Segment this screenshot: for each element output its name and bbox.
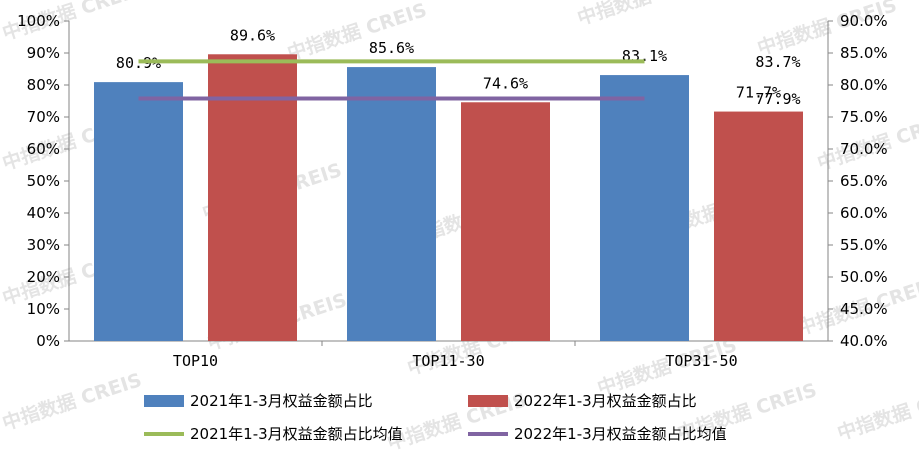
y-left-tick-label: 100% bbox=[17, 12, 60, 30]
y-left-tick-label: 30% bbox=[27, 236, 60, 254]
y-right-tick-label: 60.0% bbox=[840, 204, 888, 222]
legend-label: 2022年1-3月权益金额占比 bbox=[514, 392, 697, 410]
y-right-tick-label: 75.0% bbox=[840, 108, 888, 126]
legend-label: 2021年1-3月权益金额占比均值 bbox=[190, 425, 403, 443]
x-category-label: TOP11-30 bbox=[412, 352, 484, 370]
y-right-tick-label: 40.0% bbox=[840, 332, 888, 350]
bar-2022 bbox=[208, 54, 297, 341]
average-line-label: 77.9% bbox=[755, 90, 800, 108]
legend-label: 2021年1-3月权益金额占比 bbox=[190, 392, 373, 410]
x-category-label: TOP31-50 bbox=[665, 352, 737, 370]
y-right-tick-label: 55.0% bbox=[840, 236, 888, 254]
bar-data-label: 85.6% bbox=[369, 39, 414, 57]
bar-2021 bbox=[94, 82, 183, 342]
y-right-tick-label: 90.0% bbox=[840, 12, 888, 30]
y-left-tick-label: 10% bbox=[27, 300, 60, 318]
average-line-label: 83.7% bbox=[755, 53, 800, 71]
legend-swatch bbox=[144, 395, 184, 407]
y-right-tick-label: 80.0% bbox=[840, 76, 888, 94]
y-right-tick-label: 70.0% bbox=[840, 140, 888, 158]
watermark: 中指数据 CREIS bbox=[574, 0, 719, 30]
bar-data-label: 71.7% bbox=[736, 84, 781, 102]
y-left-tick-label: 80% bbox=[27, 76, 60, 94]
y-right-tick-label: 65.0% bbox=[840, 172, 888, 190]
y-left-tick-label: 50% bbox=[27, 172, 60, 190]
y-left-tick-label: 40% bbox=[27, 204, 60, 222]
legend-label: 2022年1-3月权益金额占比均值 bbox=[514, 425, 727, 443]
y-right-tick-label: 85.0% bbox=[840, 44, 888, 62]
y-right-tick-label: 50.0% bbox=[840, 268, 888, 286]
x-category-label: TOP10 bbox=[173, 352, 218, 370]
y-left-tick-label: 90% bbox=[27, 44, 60, 62]
y-right-tick-label: 45.0% bbox=[840, 300, 888, 318]
y-left-tick-label: 20% bbox=[27, 268, 60, 286]
y-left-tick-label: 70% bbox=[27, 108, 60, 126]
bar-2022 bbox=[461, 102, 550, 341]
bar-2021 bbox=[347, 67, 436, 341]
watermark: 中指数据 CREIS bbox=[834, 378, 919, 445]
legend-swatch bbox=[468, 395, 508, 407]
bar-2021 bbox=[600, 75, 689, 341]
bar-data-label: 74.6% bbox=[483, 74, 528, 92]
legend: 2021年1-3月权益金额占比 2022年1-3月权益金额占比 2021年1-3月权… bbox=[144, 392, 727, 443]
watermark: 中指数据 CREIS bbox=[0, 368, 144, 435]
y-left-tick-label: 60% bbox=[27, 140, 60, 158]
y-left-tick-label: 0% bbox=[36, 332, 60, 350]
bar-data-label: 89.6% bbox=[230, 26, 275, 44]
bar-2022 bbox=[714, 111, 803, 341]
